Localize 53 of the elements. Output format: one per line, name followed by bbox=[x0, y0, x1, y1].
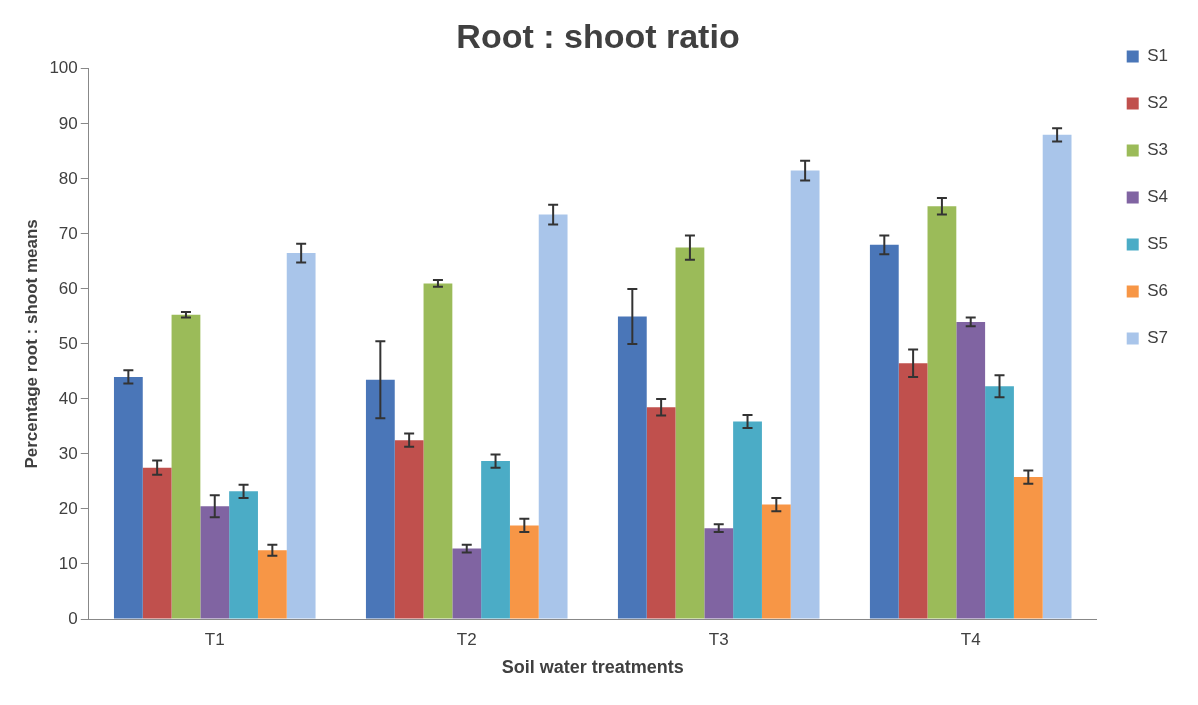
y-tick-label: 100 bbox=[49, 58, 78, 78]
bar bbox=[113, 376, 143, 619]
y-tick-label: 50 bbox=[58, 333, 78, 353]
bar bbox=[675, 247, 705, 619]
bar bbox=[365, 379, 395, 619]
legend-label: S1 bbox=[1147, 46, 1168, 66]
bar bbox=[286, 253, 316, 619]
legend-label: S4 bbox=[1147, 187, 1168, 207]
bar bbox=[509, 525, 539, 619]
legend-label: S6 bbox=[1147, 281, 1168, 301]
legend-label: S3 bbox=[1147, 140, 1168, 160]
bar bbox=[646, 407, 676, 619]
y-tick-label: 70 bbox=[58, 223, 78, 243]
bar bbox=[171, 314, 201, 619]
bar bbox=[985, 386, 1014, 619]
bar bbox=[617, 316, 647, 619]
y-axis-title: Percentage root : shoot means bbox=[21, 219, 41, 469]
bar bbox=[423, 283, 453, 619]
bar bbox=[257, 550, 287, 619]
bar bbox=[452, 548, 482, 619]
chart-title: Root : shoot ratio bbox=[456, 16, 740, 55]
bar bbox=[229, 491, 258, 619]
bar bbox=[956, 321, 986, 619]
y-tick-label: 80 bbox=[58, 168, 78, 188]
bar bbox=[481, 461, 510, 619]
bar bbox=[1013, 477, 1043, 619]
bar bbox=[790, 170, 820, 619]
y-tick-label: 60 bbox=[58, 278, 78, 298]
bar bbox=[142, 467, 172, 619]
x-axis-title: Soil water treatments bbox=[501, 657, 684, 678]
y-tick-label: 90 bbox=[58, 113, 78, 133]
legend-label: S5 bbox=[1147, 234, 1168, 254]
bar bbox=[927, 206, 957, 619]
legend-label: S7 bbox=[1147, 328, 1168, 348]
bar bbox=[200, 506, 230, 619]
y-tick-label: 0 bbox=[68, 608, 78, 628]
bar bbox=[869, 244, 899, 619]
bar bbox=[898, 363, 928, 619]
y-tick-label: 10 bbox=[58, 553, 78, 573]
y-tick-label: 20 bbox=[58, 498, 78, 518]
bar bbox=[1042, 134, 1072, 619]
bar bbox=[704, 528, 734, 619]
x-tick-label: T2 bbox=[456, 629, 477, 649]
x-tick-label: T4 bbox=[960, 629, 981, 649]
bar bbox=[538, 214, 568, 619]
y-tick-label: 40 bbox=[58, 388, 78, 408]
bar bbox=[394, 440, 424, 619]
x-tick-label: T1 bbox=[204, 629, 225, 649]
y-tick-label: 30 bbox=[58, 443, 78, 463]
bar bbox=[761, 504, 791, 619]
bar bbox=[733, 421, 762, 619]
x-tick-label: T3 bbox=[708, 629, 729, 649]
legend-label: S2 bbox=[1147, 93, 1168, 113]
